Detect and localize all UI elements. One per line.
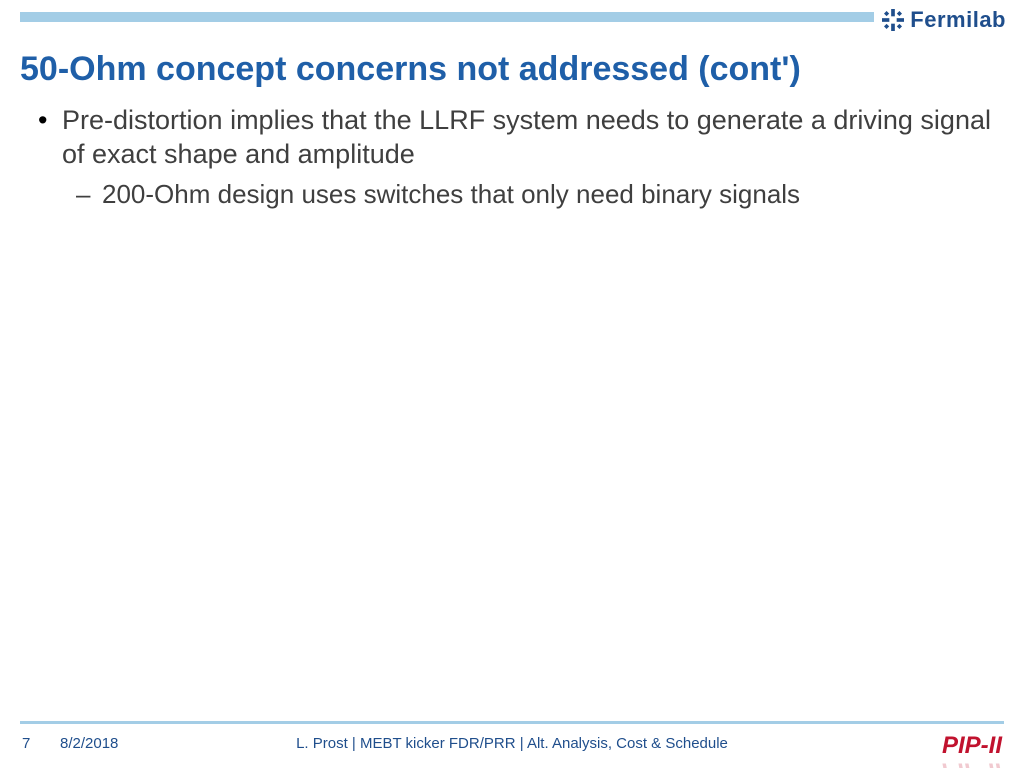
bullet-text: 200-Ohm design uses switches that only n… xyxy=(102,179,800,209)
header-logo: Fermilab xyxy=(874,6,1006,34)
project-logo: PIP-II PIP-II xyxy=(942,732,1002,760)
fermilab-logo: Fermilab xyxy=(882,7,1006,33)
header-divider xyxy=(20,12,1004,22)
slide-body: Pre-distortion implies that the LLRF sys… xyxy=(32,104,992,211)
project-logo-text: PIP-II xyxy=(942,732,1002,759)
bullet-text: Pre-distortion implies that the LLRF sys… xyxy=(62,105,991,169)
footer-center-text: L. Prost | MEBT kicker FDR/PRR | Alt. An… xyxy=(0,735,1024,752)
bullet-level-2: 200-Ohm design uses switches that only n… xyxy=(32,178,992,212)
project-logo-reflection: PIP-II xyxy=(942,760,1002,768)
footer-divider xyxy=(20,721,1004,724)
bullet-level-1: Pre-distortion implies that the LLRF sys… xyxy=(32,104,992,172)
fermilab-logo-text: Fermilab xyxy=(910,7,1006,33)
fermilab-icon xyxy=(882,9,904,31)
slide-footer: 7 8/2/2018 L. Prost | MEBT kicker FDR/PR… xyxy=(0,730,1024,756)
slide-title: 50-Ohm concept concerns not addressed (c… xyxy=(20,50,801,89)
slide: Fermilab 50-Ohm concept concerns not add… xyxy=(0,0,1024,768)
